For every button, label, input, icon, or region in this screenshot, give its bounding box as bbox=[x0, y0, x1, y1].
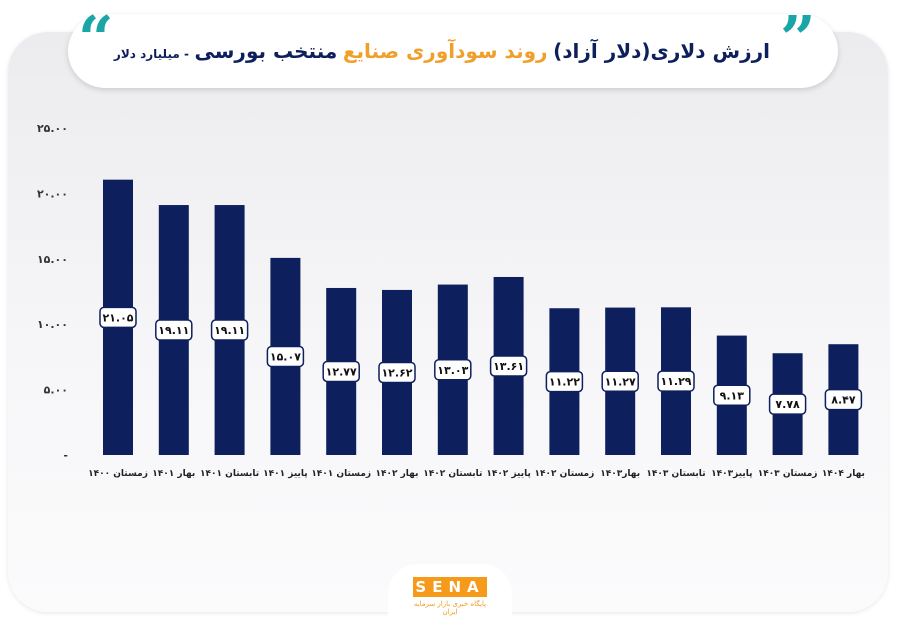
value-label-box bbox=[489, 355, 528, 377]
x-tick-label: زمستان ۱۴۰۳ bbox=[758, 469, 818, 479]
x-tick-label: تابستان ۱۴۰۲ bbox=[423, 469, 482, 479]
x-tick-label: زمستان ۱۴۰۱ bbox=[311, 469, 371, 479]
value-label: ۹.۱۳ bbox=[720, 389, 745, 402]
value-label-box bbox=[266, 345, 305, 368]
value-label-box bbox=[99, 306, 137, 329]
value-label: ۸.۴۷ bbox=[831, 394, 856, 407]
y-tick-label: - bbox=[63, 449, 68, 462]
title-banner bbox=[68, 14, 838, 88]
value-label-box bbox=[713, 384, 751, 407]
value-label: ۱۵.۰۷ bbox=[270, 350, 301, 363]
quote-mark-right-icon: ” bbox=[780, 2, 816, 75]
value-label: ۷.۷۸ bbox=[775, 398, 800, 411]
y-tick-label: ۱۵.۰۰ bbox=[37, 253, 68, 266]
value-label: ۲۱.۰۵ bbox=[102, 311, 133, 324]
title-part-3: منتخب بورسی bbox=[194, 39, 338, 63]
value-label: ۱۹.۱۱ bbox=[158, 324, 189, 337]
x-tick-label: زمستان ۱۴۰۲ bbox=[535, 469, 595, 479]
quote-mark-left-icon: “ bbox=[78, 2, 114, 75]
x-tick-label: بهار۱۴۰۳ bbox=[600, 469, 640, 479]
value-label-box bbox=[434, 359, 472, 381]
value-label: ۱۳.۰۳ bbox=[437, 364, 468, 377]
title-part-1: ارزش دلاری(دلار آزاد) bbox=[553, 39, 770, 63]
x-tick-label: پاییز ۱۴۰۱ bbox=[263, 469, 308, 479]
y-tick-label: ۲۵.۰۰ bbox=[37, 122, 68, 135]
sena-logo: SENA bbox=[413, 577, 487, 597]
x-tick-label: پاییز ۱۴۰۲ bbox=[486, 469, 531, 479]
value-label-box bbox=[155, 319, 193, 341]
value-label-box bbox=[378, 361, 416, 384]
value-label-box bbox=[545, 370, 584, 393]
value-label: ۱۲.۷۷ bbox=[326, 365, 357, 378]
x-tick-label: زمستان ۱۴۰۰ bbox=[88, 469, 148, 479]
x-tick-label: تابستان ۱۴۰۳ bbox=[646, 469, 705, 479]
y-tick-label: ۵.۰۰ bbox=[44, 384, 68, 397]
x-tick-label: پاییز۱۴۰۳ bbox=[711, 469, 752, 479]
value-label: ۱۳.۶۱ bbox=[493, 360, 524, 373]
x-tick-label: تابستان ۱۴۰۱ bbox=[200, 469, 259, 479]
y-tick-label: ۲۰.۰۰ bbox=[37, 187, 68, 200]
value-label: ۱۲.۶۲ bbox=[381, 366, 412, 379]
value-label: ۱۱.۲۷ bbox=[605, 375, 636, 388]
x-tick-label: بهار ۱۴۰۱ bbox=[152, 469, 195, 479]
x-tick-label: بهار ۱۴۰۲ bbox=[376, 469, 419, 479]
value-label: ۱۹.۱۱ bbox=[214, 324, 245, 337]
x-tick-label: بهار ۱۴۰۴ bbox=[822, 469, 865, 479]
chart-title: ارزش دلاری(دلار آزاد) روند سودآوری صنایع… bbox=[114, 34, 770, 68]
value-label: ۱۱.۲۹ bbox=[660, 375, 691, 388]
title-part-2: روند سودآوری صنایع bbox=[342, 39, 548, 63]
title-part-4: - میلیارد دلار bbox=[113, 47, 189, 61]
value-label-box bbox=[824, 388, 863, 411]
value-label-box bbox=[601, 370, 639, 393]
value-label: ۱۱.۲۲ bbox=[549, 376, 580, 389]
y-tick-label: ۱۰.۰۰ bbox=[37, 318, 68, 331]
logo-tagline: پایگاه خبری بازار سرمایه ایران bbox=[413, 600, 487, 616]
value-label-box bbox=[210, 319, 249, 341]
value-label-box bbox=[322, 360, 360, 383]
value-label-box bbox=[657, 370, 695, 392]
value-label-box bbox=[768, 393, 807, 415]
